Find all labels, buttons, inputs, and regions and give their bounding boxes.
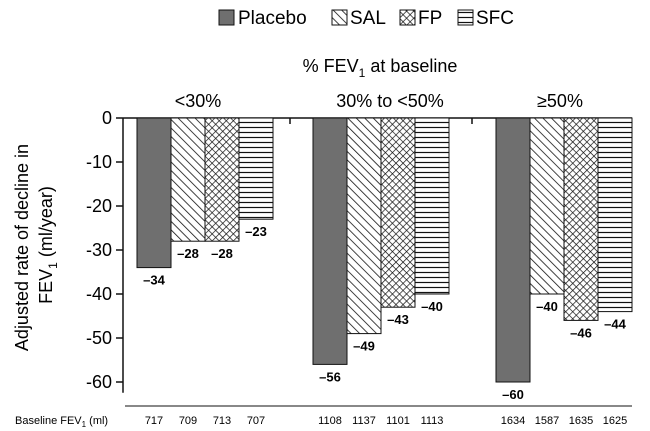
group-label-3: ≥50%: [537, 91, 583, 111]
bar-fp-group3: [563, 117, 599, 321]
data-label-sfc-group1: –23: [245, 224, 267, 239]
baseline-value-group3-sal: 1587: [535, 415, 559, 427]
data-label-sal-group1: –28: [177, 246, 199, 261]
bars: [136, 117, 633, 383]
bar-placebo-group1: [136, 117, 172, 269]
data-label-sfc-group3: –44: [604, 317, 626, 332]
baseline-value-group1-fp: 713: [213, 415, 231, 427]
group-label-2: 30% to <50%: [336, 91, 444, 111]
legend-swatch-placebo: [218, 9, 235, 26]
y-axis-title: Adjusted rate of decline in FEV1 (ml/yea…: [12, 139, 60, 351]
bar-sfc-group1: [238, 117, 274, 220]
axes: 0 -10 -20 -30 -40 -50 -60: [86, 108, 632, 407]
legend-swatch-fp: [399, 9, 416, 26]
bar-placebo-group2: [312, 117, 348, 365]
bar-sal-group2: [346, 117, 382, 335]
bar-sfc-group3: [597, 117, 633, 313]
y-tick-label: -10: [86, 152, 112, 172]
baseline-value-group1-placebo: 717: [145, 415, 163, 427]
data-label-sal-group3: –40: [536, 299, 558, 314]
baseline-row-label: Baseline FEV1 (ml): [15, 415, 108, 429]
baseline-value-group1-sal: 709: [179, 415, 197, 427]
y-tick-label: -30: [86, 240, 112, 260]
y-tick-label: -20: [86, 196, 112, 216]
legend: Placebo SAL FP SFC: [218, 8, 514, 29]
bar-labels: –34 –56 –60 –28 –49 –40 –28 –43 –46 –23 –40 –44: [143, 224, 626, 402]
data-label-placebo-group1: –34: [143, 273, 165, 288]
baseline-value-group2-sfc: 1113: [421, 415, 444, 427]
legend-swatch-sfc: [457, 9, 474, 26]
baseline-values: 717 709 713 707 1108 1137 1101 1113 1634 1587 1635…: [145, 415, 627, 427]
baseline-value-group2-sal: 1137: [352, 415, 376, 427]
bar-sal-group3: [529, 117, 565, 295]
group-axis-title: % FEV1 at baseline: [303, 56, 458, 80]
y-tick-label: -50: [86, 328, 112, 348]
y-tick-label: -40: [86, 284, 112, 304]
baseline-value-group2-placebo: 1108: [318, 415, 342, 427]
bar-fp-group1: [204, 117, 240, 242]
bar-fp-group2: [380, 117, 416, 308]
legend-label-placebo: Placebo: [238, 8, 307, 29]
data-label-fp-group1: –28: [211, 246, 233, 261]
group-label-1: <30%: [175, 91, 222, 111]
bar-sal-group1: [170, 117, 206, 242]
baseline-value-group3-fp: 1635: [569, 415, 593, 427]
y-tick-label: -60: [86, 372, 112, 392]
data-label-placebo-group3: –60: [502, 387, 524, 402]
data-label-fp-group3: –46: [570, 325, 592, 340]
legend-swatch-sal: [331, 9, 348, 26]
legend-label-sfc: SFC: [476, 8, 514, 29]
data-label-placebo-group2: –56: [319, 369, 341, 384]
data-label-sfc-group2: –40: [421, 299, 443, 314]
bar-sfc-group2: [414, 117, 450, 295]
legend-label-fp: FP: [418, 8, 442, 29]
baseline-value-group3-placebo: 1634: [501, 415, 525, 427]
baseline-value-group3-sfc: 1625: [603, 415, 627, 427]
data-label-sal-group2: –49: [353, 339, 375, 354]
baseline-value-group1-sfc: 707: [247, 415, 265, 427]
data-label-fp-group2: –43: [387, 312, 409, 327]
y-tick-label: 0: [102, 108, 112, 128]
baseline-value-group2-fp: 1101: [386, 415, 410, 427]
legend-label-sal: SAL: [350, 8, 386, 29]
bar-placebo-group3: [495, 117, 531, 383]
